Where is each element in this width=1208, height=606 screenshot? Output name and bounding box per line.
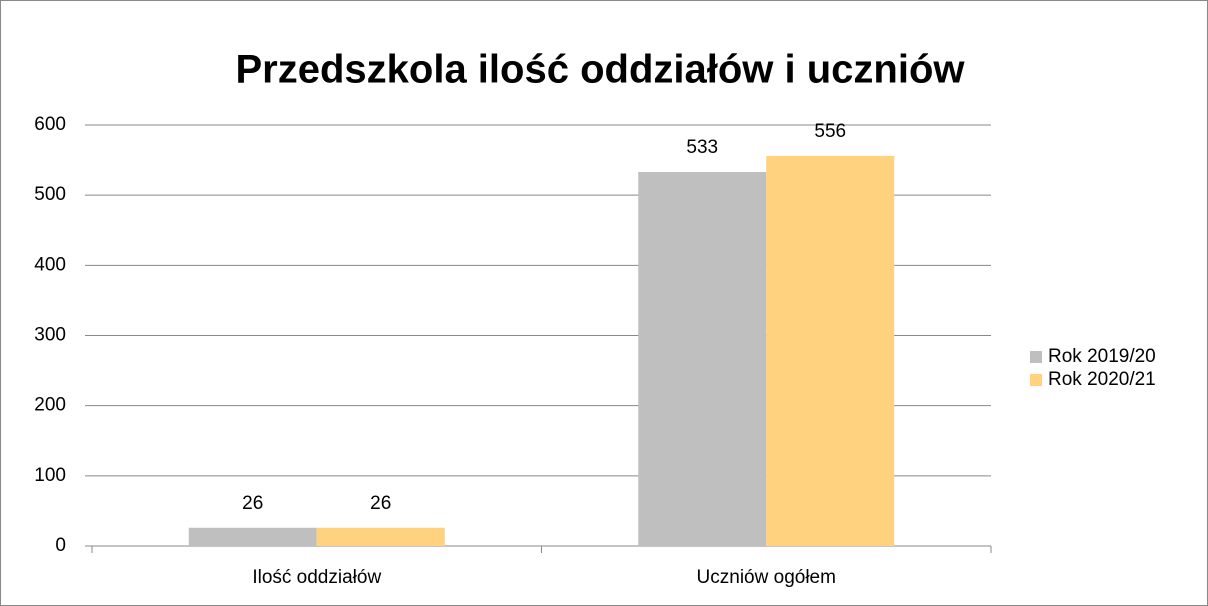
x-tick-label: Uczniów ogółem	[697, 567, 836, 588]
data-label: 556	[814, 121, 846, 142]
bar	[316, 527, 445, 546]
y-tick-label: 0	[55, 535, 66, 556]
bar	[766, 155, 895, 546]
y-tick-label: 200	[34, 395, 66, 416]
y-tick-label: 400	[34, 254, 66, 275]
y-tick-label: 500	[34, 184, 66, 205]
bar	[638, 172, 767, 547]
chart-title: Przedszkola ilość oddziałów i uczniów	[235, 48, 965, 92]
legend-label: Rok 2019/20	[1048, 346, 1156, 367]
legend-label: Rok 2020/21	[1048, 369, 1156, 390]
bar	[188, 527, 317, 546]
legend-swatch	[1030, 351, 1042, 363]
data-label: 26	[370, 493, 391, 514]
y-tick-label: 600	[34, 114, 66, 135]
data-label: 26	[242, 493, 263, 514]
legend-swatch	[1030, 374, 1042, 386]
x-tick-label: Ilość oddziałów	[252, 567, 381, 588]
data-label: 533	[686, 137, 718, 158]
y-tick-label: 300	[34, 325, 66, 346]
y-tick-label: 100	[34, 465, 66, 486]
